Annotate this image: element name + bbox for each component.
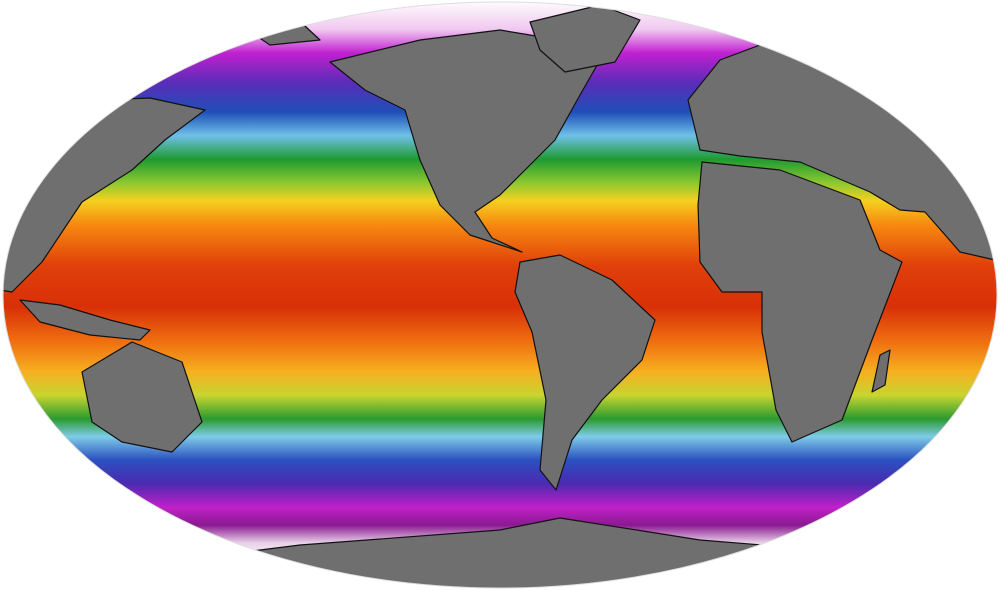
africa [697, 161, 903, 443]
south-america [514, 254, 656, 491]
indonesia [19, 299, 151, 341]
australia [81, 341, 203, 453]
madagascar [871, 349, 891, 393]
arctic-islands [229, 11, 321, 46]
